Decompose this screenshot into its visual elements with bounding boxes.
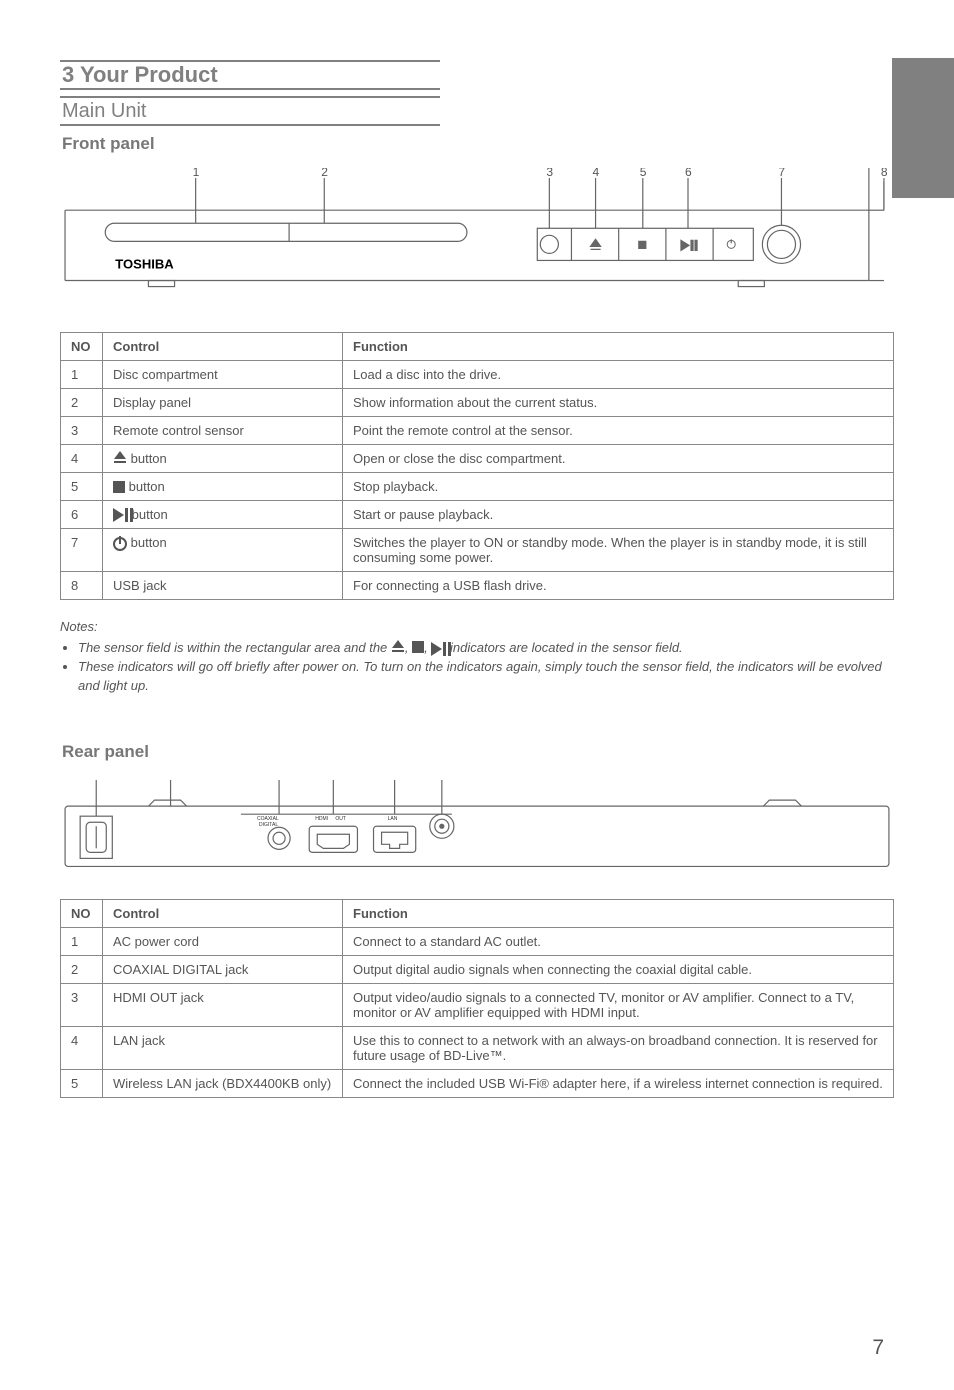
section-subtitle: Main Unit xyxy=(60,100,146,123)
stop-icon xyxy=(412,641,424,653)
svg-text:2: 2 xyxy=(321,168,328,179)
play-icon xyxy=(113,508,124,522)
eject-icon xyxy=(391,640,405,654)
table-row: 2Display panelShow information about the… xyxy=(61,388,894,416)
rear-panel-diagram: COAXIAL DIGITAL HDMI OUT LAN 1 2 3 4 5 xyxy=(60,776,894,876)
svg-text:4: 4 xyxy=(593,168,600,179)
svg-text:1: 1 xyxy=(168,776,175,779)
th-control: Control xyxy=(103,332,343,360)
table-row: 3HDMI OUT jackOutput video/audio signals… xyxy=(61,984,894,1027)
table-row: 1Disc compartmentLoad a disc into the dr… xyxy=(61,360,894,388)
table-row: 7 buttonSwitches the player to ON or sta… xyxy=(61,529,894,572)
svg-text:5: 5 xyxy=(640,168,647,179)
table-row: 2COAXIAL DIGITAL jackOutput digital audi… xyxy=(61,956,894,984)
svg-text:4: 4 xyxy=(392,776,399,779)
section-number-title: 3 Your Product xyxy=(60,62,218,88)
front-panel-diagram: TOSHIBA 1 2 3 4 5 6 7 8 xyxy=(60,168,894,309)
svg-text:LAN: LAN xyxy=(388,816,398,822)
svg-text:OUT: OUT xyxy=(335,816,346,822)
notes-block: Notes: The sensor field is within the re… xyxy=(60,618,894,695)
page-content: 3 Your Product Main Unit Front panel xyxy=(0,0,954,1138)
eject-icon xyxy=(113,451,127,465)
svg-text:2: 2 xyxy=(276,776,283,779)
svg-text:HDMI: HDMI xyxy=(315,816,328,822)
pause-icon xyxy=(125,508,128,522)
table-row: 4LAN jackUse this to connect to a networ… xyxy=(61,1027,894,1070)
th-control: Control xyxy=(103,900,343,928)
front-panel-heading: Front panel xyxy=(62,134,894,154)
svg-text:1: 1 xyxy=(193,168,200,179)
svg-text:6: 6 xyxy=(685,168,692,179)
svg-text:3: 3 xyxy=(546,168,553,179)
svg-text:7: 7 xyxy=(778,168,785,179)
table-row: 8USB jackFor connecting a USB flash driv… xyxy=(61,572,894,600)
svg-text:DIGITAL: DIGITAL xyxy=(259,822,278,828)
title-block: 3 Your Product Main Unit xyxy=(60,60,440,126)
table-row: 5 buttonStop playback. xyxy=(61,472,894,500)
stop-icon xyxy=(113,481,125,493)
table-row: 4 buttonOpen or close the disc compartme… xyxy=(61,444,894,472)
table-row: 1AC power cordConnect to a standard AC o… xyxy=(61,928,894,956)
svg-text:8: 8 xyxy=(881,168,888,179)
note-1: The sensor field is within the rectangul… xyxy=(78,639,894,658)
svg-text:5: 5 xyxy=(439,776,446,779)
rear-panel-heading: Rear panel xyxy=(62,742,894,762)
th-no: NO xyxy=(61,900,103,928)
page-number: 7 xyxy=(872,1336,884,1360)
th-no: NO xyxy=(61,332,103,360)
svg-text:TOSHIBA: TOSHIBA xyxy=(115,256,174,271)
play-icon xyxy=(431,642,442,656)
table-row: 6 buttonStart or pause playback. xyxy=(61,500,894,529)
svg-text:3: 3 xyxy=(330,776,337,779)
power-icon xyxy=(113,537,127,551)
notes-title: Notes: xyxy=(60,618,894,637)
th-function: Function xyxy=(343,900,894,928)
th-function: Function xyxy=(343,332,894,360)
table-row: 5Wireless LAN jack (BDX4400KB only)Conne… xyxy=(61,1070,894,1098)
rear-panel-table: NO Control Function 1AC power cordConnec… xyxy=(60,899,894,1098)
table-row: 3Remote control sensorPoint the remote c… xyxy=(61,416,894,444)
front-panel-table: NO Control Function 1Disc compartmentLoa… xyxy=(60,332,894,601)
note-2: These indicators will go off briefly aft… xyxy=(78,658,894,696)
